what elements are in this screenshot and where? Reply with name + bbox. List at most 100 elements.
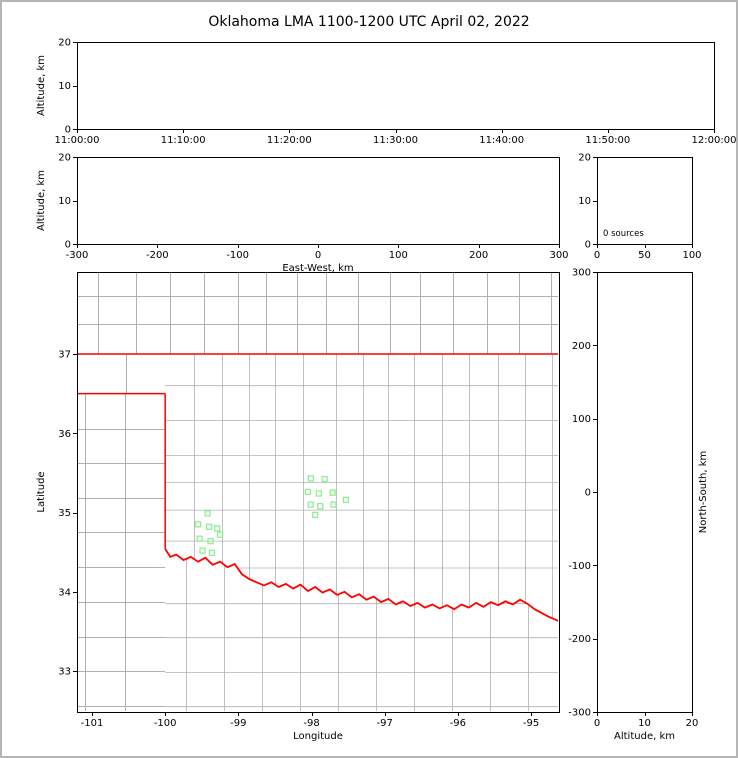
lightning-sources [194, 475, 350, 557]
svg-text:-96: -96 [450, 718, 466, 729]
source-marker [208, 549, 216, 557]
source-marker [315, 490, 322, 497]
svg-text:36: 36 [58, 429, 71, 440]
svg-text:200: 200 [572, 341, 591, 352]
y-axis-ticks: 0 10 20 [58, 38, 77, 136]
state-borders [78, 353, 558, 622]
svg-text:-100: -100 [568, 561, 591, 572]
svg-text:11:50:00: 11:50:00 [585, 135, 630, 146]
svg-text:Longitude: Longitude [293, 731, 343, 742]
svg-text:10: 10 [58, 81, 71, 92]
y-axis-ticks: 0 10 20 [578, 153, 597, 251]
source-marker [329, 489, 336, 496]
source-marker [342, 496, 350, 503]
svg-text:-95: -95 [523, 718, 539, 729]
svg-text:11:20:00: 11:20:00 [267, 135, 312, 146]
svg-text:11:30:00: 11:30:00 [373, 135, 418, 146]
x-axis-ticks: -300 -200 -100 0 100 200 300 [66, 244, 569, 261]
svg-text:10: 10 [58, 196, 71, 207]
panel-ew-height: -300 -200 -100 0 100 200 300 0 10 20 East-West, km… [36, 153, 569, 275]
svg-text:-200: -200 [568, 634, 591, 645]
axes-frame [77, 272, 560, 713]
svg-text:200: 200 [469, 250, 488, 261]
svg-text:50: 50 [638, 250, 651, 261]
county-borders [78, 273, 558, 711]
y-axis-ticks: 33 34 35 36 37 [58, 350, 77, 678]
svg-text:20: 20 [578, 153, 591, 164]
svg-text:33: 33 [58, 667, 71, 678]
svg-text:Altitude, km: Altitude, km [614, 731, 675, 742]
svg-text:0 sources: 0 sources [603, 229, 644, 239]
svg-text:11:40:00: 11:40:00 [479, 135, 524, 146]
svg-text:0: 0 [65, 240, 71, 251]
svg-text:-200: -200 [146, 250, 169, 261]
panel-time-height: 11:00:00 11:10:00 11:20:00 11:30:00 11:40:00… [36, 38, 736, 147]
svg-text:North-South, km: North-South, km [698, 451, 709, 534]
svg-text:Altitude, km: Altitude, km [36, 55, 47, 116]
source-marker [321, 476, 328, 483]
source-marker [304, 488, 312, 496]
source-marker [196, 535, 203, 542]
axes-frame [597, 272, 693, 713]
svg-text:-100: -100 [226, 250, 249, 261]
svg-text:20: 20 [686, 718, 699, 729]
source-marker [213, 525, 221, 532]
source-marker [307, 501, 314, 508]
source-marker [307, 475, 314, 482]
figure-title: Oklahoma LMA 1100-1200 UTC April 02, 202… [208, 14, 530, 30]
svg-text:-100: -100 [154, 718, 177, 729]
svg-text:-98: -98 [303, 718, 319, 729]
svg-text:20: 20 [58, 153, 71, 164]
svg-text:0: 0 [594, 718, 600, 729]
source-marker [194, 521, 202, 528]
source-marker [312, 511, 319, 519]
source-marker [317, 503, 324, 510]
plan-view-map [78, 273, 558, 711]
source-marker [199, 547, 206, 554]
svg-text:37: 37 [58, 350, 71, 361]
svg-text:0: 0 [594, 250, 600, 261]
y-axis-ticks: 0 10 20 [58, 153, 77, 251]
source-marker [216, 531, 224, 538]
svg-text:Altitude, km: Altitude, km [36, 170, 47, 231]
svg-text:-99: -99 [230, 718, 246, 729]
source-marker [330, 501, 337, 508]
x-axis-ticks: 0 50 100 [594, 244, 702, 261]
x-axis-ticks: 11:00:00 11:10:00 11:20:00 11:30:00 11:40:00… [55, 129, 737, 146]
axes-frame [77, 42, 715, 130]
svg-text:20: 20 [58, 38, 71, 49]
svg-text:10: 10 [638, 718, 651, 729]
svg-text:12:00:00: 12:00:00 [692, 135, 737, 146]
panel-alt-histogram: 0 50 100 0 10 20 0 sources [578, 153, 701, 262]
svg-text:100: 100 [389, 250, 408, 261]
red-river-border [164, 548, 558, 622]
svg-text:-101: -101 [81, 718, 104, 729]
svg-text:35: 35 [58, 508, 71, 519]
svg-text:34: 34 [58, 587, 71, 598]
svg-text:100: 100 [572, 414, 591, 425]
x-axis-ticks: -101 -100 -99 -98 -97 -96 -95 [81, 712, 539, 729]
source-marker [205, 523, 213, 530]
source-marker [204, 510, 211, 517]
axes-frame [77, 157, 560, 245]
svg-text:-300: -300 [568, 708, 591, 719]
svg-text:11:00:00: 11:00:00 [55, 135, 100, 146]
panel-plan-view: -101 -100 -99 -98 -97 -96 -95 33 34 35 36 37 Longitu… [36, 272, 560, 742]
svg-text:-97: -97 [377, 718, 393, 729]
svg-text:-300: -300 [66, 250, 89, 261]
svg-text:0: 0 [315, 250, 321, 261]
source-marker [207, 537, 214, 545]
svg-text:100: 100 [682, 250, 701, 261]
svg-text:0: 0 [585, 240, 591, 251]
svg-text:0: 0 [585, 488, 591, 499]
svg-text:Latitude: Latitude [36, 471, 47, 512]
svg-text:300: 300 [549, 250, 568, 261]
panel-ns-height: 0 10 20 -300 -200 -100 0 100 200 300 Altitude, km N… [568, 268, 709, 743]
svg-text:10: 10 [578, 196, 591, 207]
svg-text:0: 0 [65, 125, 71, 136]
svg-text:11:10:00: 11:10:00 [161, 135, 206, 146]
svg-text:East-West, km: East-West, km [282, 263, 353, 274]
x-axis-ticks: 0 10 20 [594, 712, 699, 729]
